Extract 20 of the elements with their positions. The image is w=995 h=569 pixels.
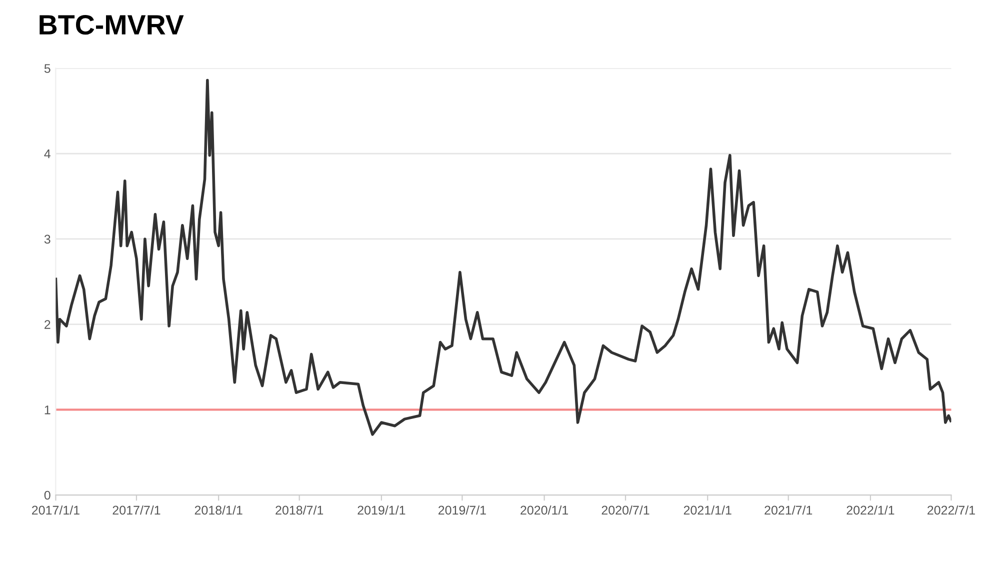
y-tick-label: 5 — [44, 64, 50, 73]
chart-title: BTC-MVRV — [40, 14, 184, 35]
line-series — [56, 78, 952, 436]
y-tick-label: 4 — [44, 150, 50, 158]
x-tick-label: 2019/7/1 — [438, 505, 486, 515]
y-tick-label: 2 — [44, 320, 50, 329]
y-tick-label: 1 — [44, 406, 50, 414]
x-tick-label: 2017/7/1 — [112, 505, 160, 515]
x-tick-label: 2021/7/1 — [764, 505, 812, 515]
x-tick-label: 2020/1/1 — [520, 505, 568, 515]
x-tick-label: 2020/7/1 — [602, 505, 650, 515]
x-tick-label: 2021/1/1 — [684, 505, 732, 515]
x-tick-label: 2018/7/1 — [276, 505, 324, 515]
x-tick-label: 2022/7/1 — [928, 505, 975, 515]
x-tick-label: 2017/1/1 — [32, 505, 80, 515]
x-tick-label: 2022/1/1 — [846, 505, 894, 515]
y-tick-label: 0 — [44, 490, 50, 500]
y-tick-label: 3 — [44, 234, 50, 244]
x-tick-label: 2019/1/1 — [358, 505, 406, 515]
x-tick-label: 2018/1/1 — [194, 505, 242, 515]
